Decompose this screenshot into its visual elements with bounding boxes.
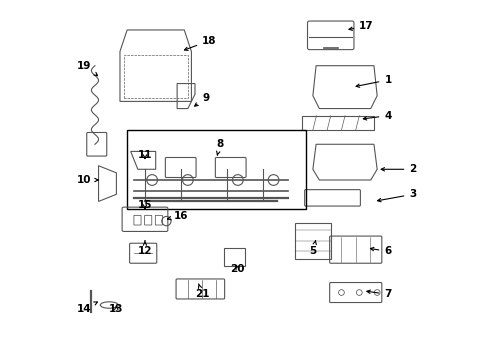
- Text: 20: 20: [231, 264, 245, 274]
- Text: 6: 6: [370, 247, 392, 256]
- Text: 18: 18: [184, 36, 217, 50]
- Text: 2: 2: [381, 164, 416, 174]
- Text: 10: 10: [77, 175, 98, 185]
- Text: 3: 3: [378, 189, 416, 202]
- Text: 5: 5: [309, 241, 317, 256]
- Text: 12: 12: [138, 241, 152, 256]
- Text: 15: 15: [138, 200, 152, 210]
- Text: 16: 16: [168, 211, 188, 221]
- Text: 17: 17: [349, 21, 374, 31]
- Text: 19: 19: [77, 61, 98, 76]
- Text: 14: 14: [77, 302, 98, 314]
- Text: 11: 11: [138, 150, 152, 160]
- Text: 13: 13: [109, 303, 123, 314]
- Text: 9: 9: [195, 93, 209, 106]
- Text: 8: 8: [217, 139, 223, 155]
- Text: 4: 4: [363, 111, 392, 121]
- Bar: [127, 130, 306, 208]
- Text: 7: 7: [367, 289, 392, 299]
- Text: 21: 21: [195, 284, 209, 299]
- Text: 1: 1: [356, 75, 392, 87]
